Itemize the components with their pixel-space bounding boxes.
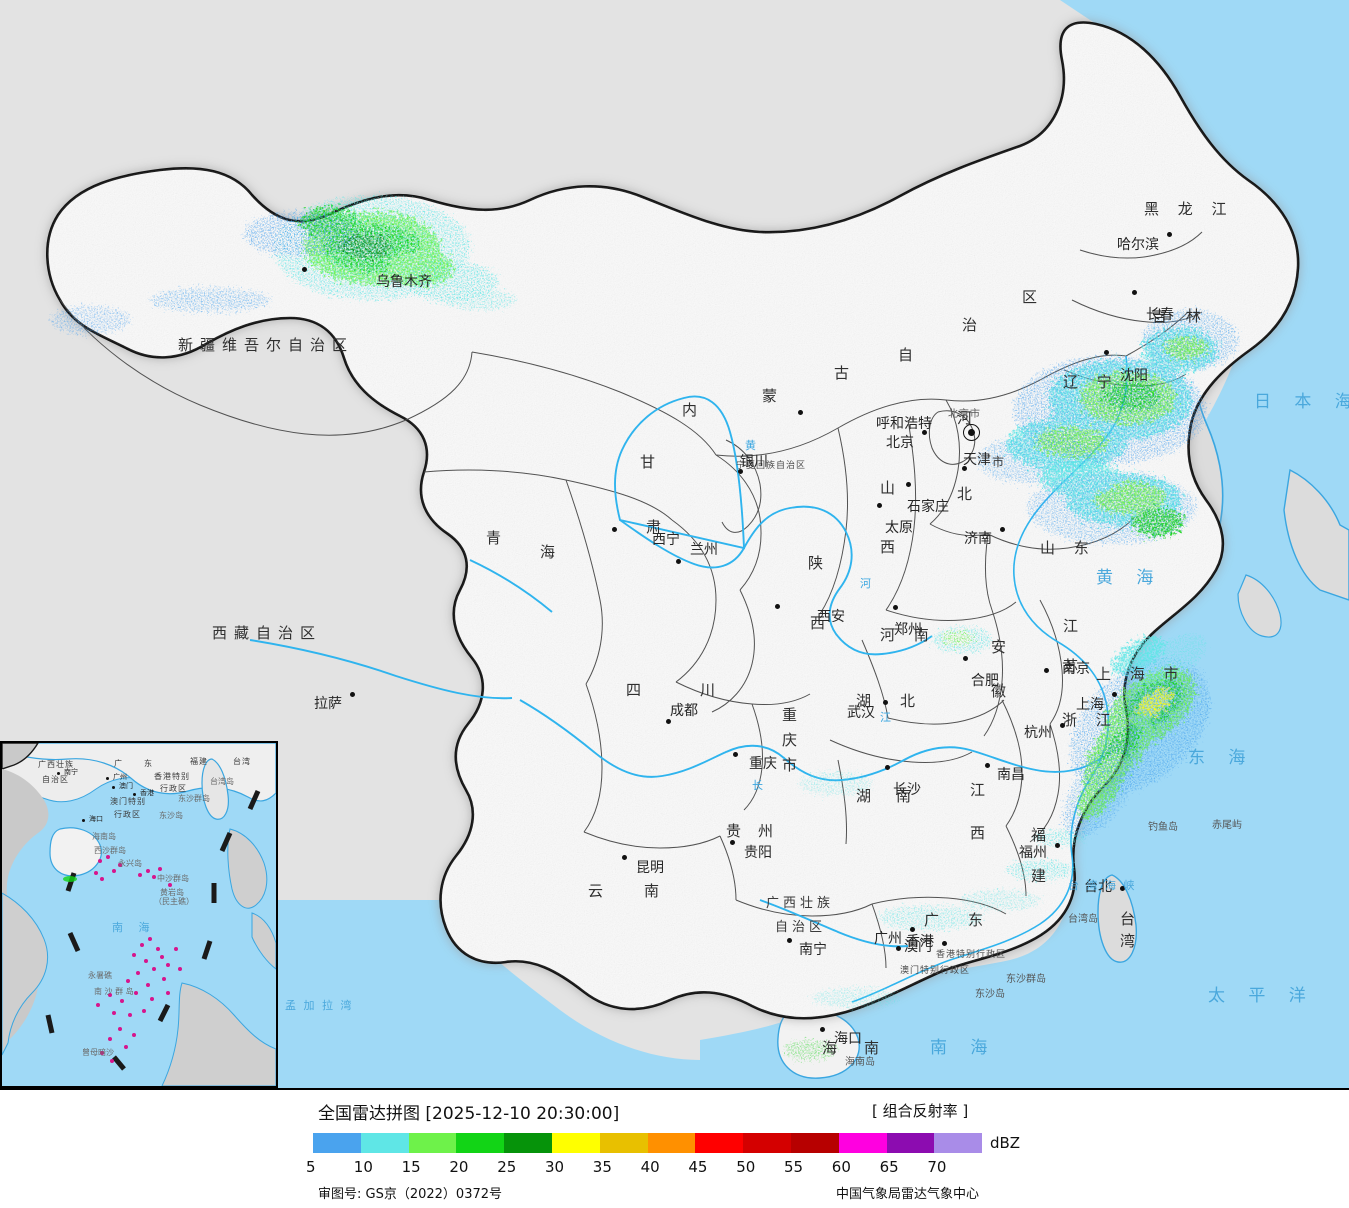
city-marker [302,267,307,272]
city-marker [787,938,792,943]
inset-graphics [2,743,276,1086]
tick-50: 50 [736,1158,756,1176]
south-china-sea-inset[interactable]: 广西壮族 自治区广东福建 台湾 香港特别 行政区 澳门特别 行政区 南宁 广州 澳门 香港 海口 东沙群… [0,741,278,1088]
city-marker [622,855,627,860]
colorbar-swatch-10[interactable] [360,1133,409,1153]
colorbar-swatch-60[interactable] [838,1133,887,1153]
city-marker [942,941,947,946]
colorbar-swatch-50[interactable] [743,1133,791,1153]
tick-65: 65 [879,1158,899,1176]
city-marker [1055,843,1060,848]
colorbar-swatch-35[interactable] [599,1133,648,1153]
city-marker [666,719,671,724]
inset-city-marker [57,772,60,775]
city-marker [733,752,738,757]
city-marker [350,692,355,697]
approval-number: 审图号: GS京（2022）0372号 [318,1187,503,1202]
colorbar-swatch-15[interactable] [408,1133,457,1153]
city-marker [1044,668,1049,673]
colorbar-swatch-20[interactable] [456,1133,505,1153]
tick-35: 35 [592,1158,612,1176]
colorbar-swatch-30[interactable] [551,1133,600,1153]
tick-60: 60 [831,1158,851,1176]
capital-marker-beijing [963,424,980,441]
city-marker [1104,350,1109,355]
colorbar-swatch-5[interactable] [313,1133,361,1153]
inset-city-marker [112,786,115,789]
city-marker [730,840,735,845]
city-marker [883,700,888,705]
city-marker [893,605,898,610]
colorbar-unit-label: dBZ [990,1134,1021,1152]
legend-panel: 全国雷达拼图 [2025-12-10 20:30:00] [ 组合反射率 ] d… [0,1088,1349,1208]
city-marker [612,527,617,532]
tick-5: 5 [306,1158,316,1176]
city-marker [962,466,967,471]
agency-credit: 中国气象局雷达气象中心 [836,1187,980,1202]
colorbar-swatch-70[interactable] [934,1133,983,1153]
city-marker [896,946,901,951]
map-title: 全国雷达拼图 [2025-12-10 20:30:00] [318,1104,620,1124]
tick-15: 15 [401,1158,421,1176]
city-marker [1132,290,1137,295]
city-marker [963,656,968,661]
city-marker [910,927,915,932]
tick-55: 55 [784,1158,804,1176]
city-marker [1120,886,1125,891]
tick-25: 25 [497,1158,517,1176]
dbz-colorbar[interactable] [313,1133,983,1153]
colorbar-swatch-55[interactable] [790,1133,839,1153]
colorbar-swatch-45[interactable] [695,1133,744,1153]
tick-10: 10 [353,1158,373,1176]
city-marker [885,765,890,770]
tick-70: 70 [927,1158,947,1176]
inset-city-marker [133,793,136,796]
city-marker [985,763,990,768]
city-marker [906,482,911,487]
city-marker [775,604,780,609]
tick-30: 30 [545,1158,565,1176]
tick-45: 45 [688,1158,708,1176]
city-marker [1112,692,1117,697]
colorbar-swatch-65[interactable] [886,1133,935,1153]
inset-city-marker [106,777,109,780]
city-marker [820,1027,825,1032]
city-marker [1167,232,1172,237]
map-graphics [0,0,1349,1088]
city-marker [1060,723,1065,728]
tick-20: 20 [449,1158,469,1176]
colorbar-swatch-25[interactable] [504,1133,552,1153]
china-radar-map[interactable]: 新疆维吾尔自治区 西藏自治区青海内蒙古自治区甘肃宁夏回族自治区陕西山西河北黑 龙 … [0,0,1349,1088]
inset-city-marker [82,819,85,822]
city-marker [738,469,743,474]
city-marker [877,503,882,508]
city-marker [1000,527,1005,532]
city-marker [798,410,803,415]
colorbar-swatch-40[interactable] [647,1133,696,1153]
city-marker [922,430,927,435]
city-marker [676,559,681,564]
tick-40: 40 [640,1158,660,1176]
product-label: [ 组合反射率 ] [872,1102,969,1120]
